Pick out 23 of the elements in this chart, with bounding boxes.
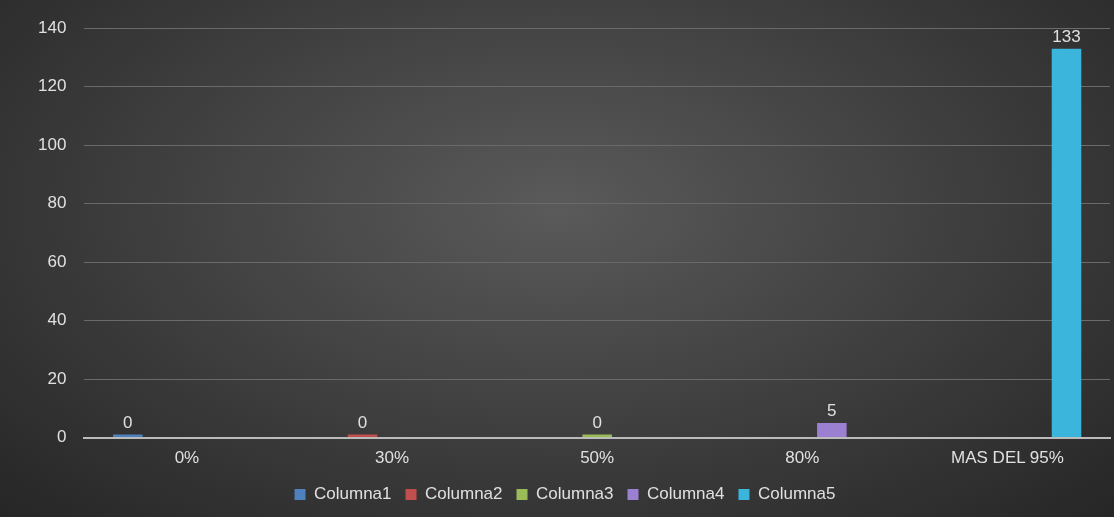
- data-label: 133: [1052, 26, 1081, 46]
- y-tick-label: 100: [37, 134, 67, 154]
- y-tick-label: 80: [47, 193, 67, 213]
- x-tick-label: 0%: [174, 448, 200, 468]
- data-label: 0: [592, 412, 602, 432]
- y-tick-label: 20: [47, 368, 67, 388]
- x-tick-label: MAS DEL 95%: [951, 448, 1064, 468]
- y-tick-label: 120: [37, 76, 67, 96]
- y-tick-label: 60: [47, 251, 67, 271]
- data-label: 0: [357, 412, 368, 432]
- y-tick-label: 0: [56, 427, 67, 447]
- legend-label: Columna4: [646, 484, 725, 504]
- legend-label: Columna5: [757, 484, 836, 504]
- data-label: 5: [827, 401, 837, 421]
- legend-label: Columna1: [314, 484, 392, 504]
- x-tick-label: 80%: [785, 448, 820, 468]
- x-tick-label: 30%: [375, 448, 410, 468]
- y-tick-label: 40: [47, 310, 67, 330]
- y-tick-label: 140: [37, 17, 67, 37]
- data-label: 0: [123, 412, 133, 432]
- legend-label: Columna3: [536, 484, 614, 504]
- legend-label: Columna2: [425, 484, 503, 504]
- x-tick-label: 50%: [580, 448, 615, 468]
